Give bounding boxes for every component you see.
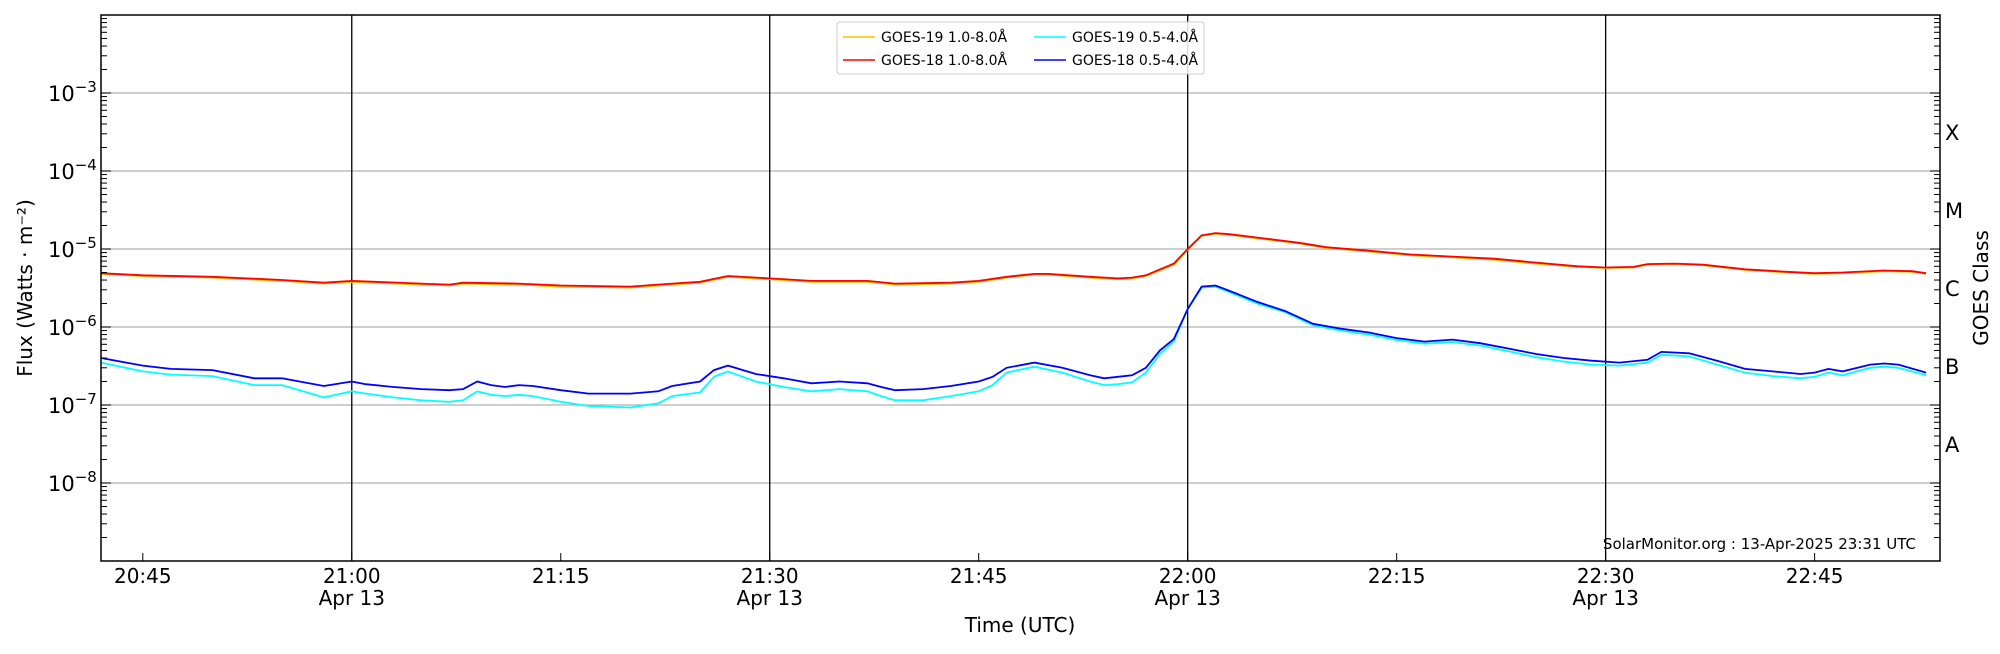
y-tick-exponent: −3	[75, 78, 97, 96]
x-tick-label: 22:15	[1368, 564, 1426, 588]
day-marker-lines	[351, 15, 1607, 561]
goes-class-label: B	[1945, 355, 1959, 379]
y-tick-label: 10−6	[48, 312, 97, 340]
x-tick-label: 21:45	[950, 564, 1008, 588]
series-line	[100, 284, 1927, 395]
x-tick-date-label: Apr 13	[737, 586, 803, 610]
x-axis-label: Time (UTC)	[964, 613, 1076, 637]
plot-frame	[100, 14, 1941, 562]
legend-label: GOES-19 0.5-4.0Å	[1072, 29, 1198, 46]
series-line	[100, 232, 1927, 289]
x-tick-label: 22:45	[1786, 564, 1844, 588]
axis-ticks	[101, 18, 1940, 562]
legend-label: GOES-19 1.0-8.0Å	[881, 29, 1007, 46]
series-lines	[100, 232, 1927, 409]
y-tick-exponent: −6	[75, 312, 97, 330]
legend-box	[836, 21, 1205, 75]
goes-class-label: A	[1945, 433, 1960, 457]
x-tick-label: 22:30	[1577, 564, 1635, 588]
source-annotation: SolarMonitor.org : 13-Apr-2025 23:31 UTC	[1603, 535, 1916, 553]
y-tick-label: 10−3	[48, 78, 97, 106]
x-tick-label: 21:30	[741, 564, 799, 588]
x-tick-label: 21:15	[532, 564, 590, 588]
goes-class-label: C	[1945, 277, 1960, 301]
y-tick-label: 10−7	[48, 390, 97, 418]
y-tick-exponent: −7	[75, 390, 97, 408]
y-tick-exponent: −8	[75, 468, 97, 486]
y2-axis-label: GOES Class	[1969, 230, 1993, 346]
y-tick-label: 10−4	[48, 156, 97, 184]
legend-label: GOES-18 1.0-8.0Å	[881, 52, 1007, 69]
x-tick-date-label: Apr 13	[1154, 586, 1220, 610]
x-tick-date-label: Apr 13	[319, 586, 385, 610]
x-tick-label: 21:00	[323, 564, 381, 588]
goes-class-label: X	[1945, 121, 1959, 145]
y-tick-label: 10−5	[48, 234, 97, 262]
legend-label: GOES-18 0.5-4.0Å	[1072, 52, 1198, 69]
x-tick-label: 22:00	[1159, 564, 1217, 588]
x-tick-date-label: Apr 13	[1572, 586, 1638, 610]
goes-class-label: M	[1945, 199, 1963, 223]
series-line	[100, 232, 1927, 288]
y-tick-label: 10−8	[48, 468, 97, 496]
y-axis-label: Flux (Watts · m⁻²)	[13, 199, 37, 377]
x-tick-label: 20:45	[114, 564, 172, 588]
y-tick-exponent: −4	[75, 156, 97, 174]
grid-lines	[101, 92, 1940, 484]
legend: GOES-19 1.0-8.0Å GOES-18 1.0-8.0Å GOES-19 …	[836, 21, 1205, 75]
y-tick-exponent: −5	[75, 234, 97, 252]
series-line	[100, 285, 1927, 409]
